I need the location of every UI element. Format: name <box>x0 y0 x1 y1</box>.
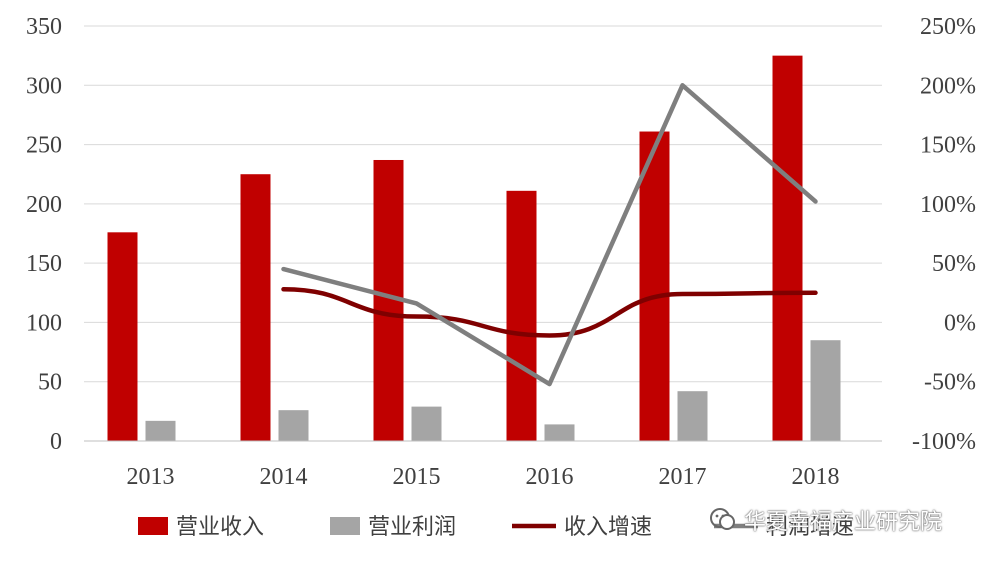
watermark-text: 华夏幸福产业研究院 <box>744 510 943 535</box>
x-tick-label: 2014 <box>260 464 308 490</box>
y-left-tick-label: 200 <box>26 192 62 218</box>
y-right-tick-label: 250% <box>920 14 976 40</box>
bar-profit <box>677 391 708 441</box>
y-right-tick-label: 50% <box>932 251 976 277</box>
y-left-tick-label: 150 <box>26 251 62 277</box>
y-right-tick-label: 200% <box>920 73 976 99</box>
x-tick-label: 2013 <box>127 464 175 490</box>
y-right-tick-label: 150% <box>920 133 976 159</box>
y-left-tick-label: 250 <box>26 133 62 159</box>
y-right-tick-label: -100% <box>912 429 976 455</box>
legend-swatch <box>138 517 168 535</box>
bar-revenue <box>107 232 138 441</box>
bar-revenue <box>506 190 537 441</box>
bar-profit <box>411 406 442 441</box>
x-tick-label: 2016 <box>526 464 574 490</box>
y-left-tick-label: 300 <box>26 73 62 99</box>
bar-profit <box>810 340 841 441</box>
legend-label: 营业利润 <box>368 515 456 540</box>
watermark: 华夏幸福产业研究院 <box>708 503 942 537</box>
bar-profit <box>278 410 309 441</box>
bar-revenue <box>772 55 803 442</box>
wechat-icon <box>710 508 735 530</box>
y-left-tick-label: 0 <box>50 429 62 455</box>
y-right-tick-label: 100% <box>920 192 976 218</box>
bar-revenue <box>639 131 670 441</box>
bar-revenue <box>240 174 271 441</box>
y-left-tick-label: 50 <box>38 370 62 396</box>
bar-profit <box>145 420 176 441</box>
legend-label: 营业收入 <box>176 515 264 540</box>
line-profit-growth <box>281 83 818 387</box>
y-right-tick-label: -50% <box>924 370 976 396</box>
legend-swatch <box>330 517 360 535</box>
x-tick-label: 2015 <box>393 464 441 490</box>
bar-profit <box>544 424 575 441</box>
y-left-tick-label: 100 <box>26 310 62 336</box>
y-left-tick-label: 350 <box>26 14 62 40</box>
x-tick-label: 2017 <box>659 464 707 490</box>
legend-label: 收入增速 <box>564 515 652 540</box>
x-tick-label: 2018 <box>792 464 840 490</box>
line-revenue-growth <box>281 286 818 338</box>
y-right-tick-label: 0% <box>944 310 976 336</box>
legend-label: 利润增速 <box>766 515 854 540</box>
